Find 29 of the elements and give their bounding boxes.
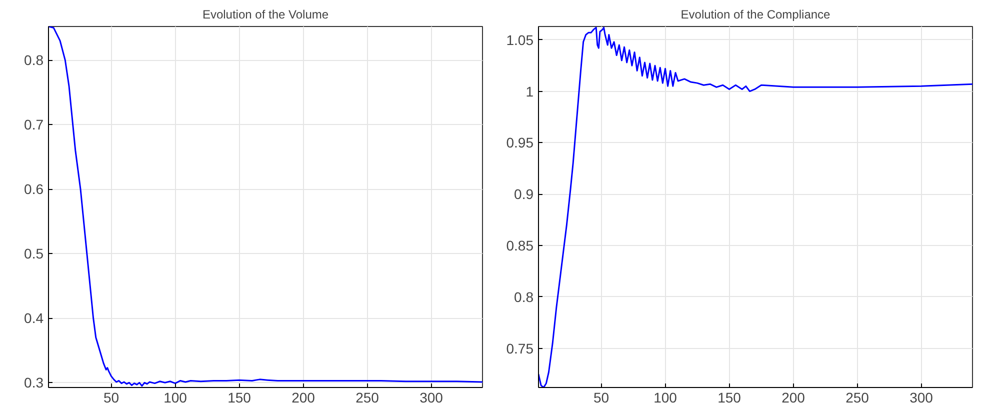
x-tick-label: 150	[718, 390, 742, 406]
x-tick-label: 100	[164, 390, 188, 406]
x-tick-label: 150	[228, 390, 252, 406]
y-tick-label: 1	[526, 83, 534, 100]
x-tick-label: 250	[356, 390, 380, 406]
x-tick-label: 200	[292, 390, 316, 406]
x-tick-label: 100	[654, 390, 678, 406]
y-tick-label: 0.9	[514, 186, 534, 202]
y-tick-label: 0.6	[24, 181, 44, 198]
y-tick-label: 0.85	[506, 238, 534, 254]
line-series	[48, 26, 482, 387]
y-tick-label: 0.7	[24, 116, 44, 133]
x-tick-label: 50	[103, 390, 120, 406]
y-tick-label: 0.75	[506, 340, 534, 356]
y-tick-label: 1.05	[506, 32, 534, 48]
y-tick-label: 0.8	[514, 288, 534, 305]
y-tick-label: 0.8	[24, 52, 44, 68]
y-tick-label: 0.4	[24, 310, 44, 326]
y-tick-label: 0.95	[506, 134, 534, 151]
x-tick-label: 250	[846, 390, 870, 406]
x-tick-label: 200	[782, 390, 806, 406]
y-tick-label: 0.5	[24, 246, 44, 262]
x-tick-label: 50	[593, 390, 610, 406]
x-tick-label: 300	[420, 390, 444, 406]
chart-title: Evolution of the Volume	[202, 8, 329, 22]
line-series	[538, 26, 972, 388]
chart-title: Evolution of the Compliance	[680, 8, 831, 22]
x-tick-label: 300	[910, 390, 934, 406]
y-tick-label: 0.3	[24, 374, 44, 391]
